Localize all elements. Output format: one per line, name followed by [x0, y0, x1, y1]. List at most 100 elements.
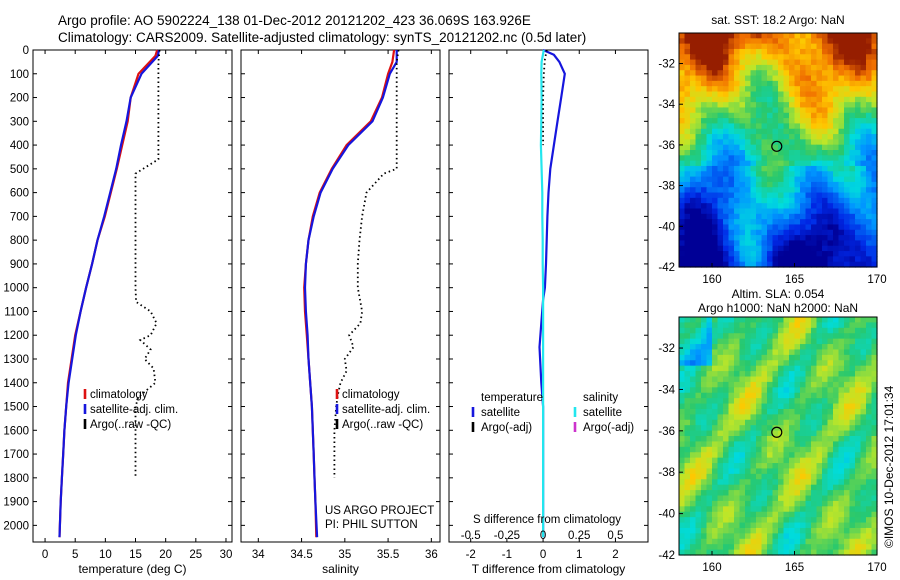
sla-map-argo-marker [771, 426, 783, 438]
sst-map-frame [678, 32, 878, 268]
difference-s-tick-label: -0.5 [461, 530, 481, 542]
difference-xtick-label: 1 [576, 549, 582, 561]
salinity-legend-label: Argo(..raw -QC) [342, 419, 423, 431]
temperature-ytick-label: 1400 [3, 378, 29, 390]
sst-map-ytick-label: -38 [658, 181, 675, 193]
sst-map-title: sat. SST: 18.2 Argo: NaN [711, 13, 844, 27]
temperature-ytick-label: 900 [10, 259, 29, 271]
panel-temperature: 0 5 10 15 20 25 300100200300400500600700800900… [3, 45, 233, 576]
temperature-series-2 [134, 49, 161, 478]
sla-map-ytick-label: -34 [658, 384, 675, 396]
difference-legend-label: Argo(-adj) [583, 422, 634, 434]
salinity-xtick-label: 35 [338, 549, 351, 561]
temperature-xlabel: temperature (deg C) [78, 562, 186, 576]
temperature-ytick-label: 1100 [4, 306, 29, 318]
sla-map-title-line1: Altim. SLA: 0.054 [732, 287, 825, 301]
sla-map-ytick-label: -38 [658, 467, 675, 479]
difference-xtick-label: -1 [502, 549, 512, 561]
temperature-ytick-label: 800 [10, 235, 29, 247]
difference-xtick-label: 0 [540, 549, 546, 561]
temperature-ytick-label: 400 [10, 140, 29, 152]
sst-map-ytick-label: -40 [658, 221, 675, 233]
salinity-legend-label: satellite-adj. clim. [342, 404, 430, 416]
difference-legend-label: satellite [583, 407, 622, 419]
difference-legend-label: satellite [481, 407, 520, 419]
salinity-series-2 [333, 49, 400, 478]
salinity-annotation: PI: PHIL SUTTON [325, 519, 418, 531]
difference-xtick-label: 2 [612, 549, 618, 561]
temperature-xtick-label: 25 [189, 549, 202, 561]
temperature-series-1 [58, 49, 161, 538]
difference-xlabel: T difference from climatology [472, 562, 626, 576]
temperature-ytick-label: 1800 [3, 473, 29, 485]
sst-map-xtick-label: 165 [785, 274, 804, 286]
salinity-xtick-label: 34 [252, 549, 265, 561]
map-sla-map: 160 165 170 -32 -34 -36 -38 -40 -42 Altim. SLA: 0… [658, 287, 886, 574]
panel-difference: -2 -1 0 1 2T difference from climatology temp… [448, 48, 649, 576]
salinity-xtick-label: 36 [425, 549, 438, 561]
temperature-xtick-label: 0 [42, 549, 48, 561]
difference-s-tick-label: 0 [540, 530, 546, 542]
difference-xtick-label: -2 [466, 549, 476, 561]
temperature-xtick-label: 5 [72, 549, 78, 561]
sla-map-heatmap-cells [679, 317, 878, 556]
difference-s-tick-label: 0.5 [607, 530, 623, 542]
temperature-legend-label: satellite-adj. clim. [90, 404, 178, 416]
difference-legend-sal-title: salinity [583, 392, 618, 404]
difference-legend-temp-title: temperature [481, 392, 543, 404]
sla-map-frame [678, 316, 878, 556]
salinity-xtick-label: 34.5 [290, 549, 312, 561]
temperature-ytick-label: 1600 [3, 425, 29, 437]
temperature-xtick-label: 20 [159, 549, 172, 561]
salinity-xtick-label: 35.5 [377, 549, 399, 561]
figure-title-line2: Climatology: CARS2009. Satellite-adjuste… [58, 30, 587, 45]
sst-map-ytick-label: -36 [658, 140, 675, 152]
sla-map-title-line2: Argo h1000: NaN h2000: NaN [698, 301, 858, 315]
temperature-legend-label: Argo(..raw -QC) [90, 419, 171, 431]
difference-frame [448, 49, 649, 543]
sla-map-ytick-label: -36 [658, 426, 675, 438]
temperature-ytick-label: 1300 [3, 354, 29, 366]
temperature-xtick-label: 30 [220, 549, 233, 561]
temperature-xtick-label: 15 [129, 549, 142, 561]
temperature-ytick-label: 2000 [3, 520, 29, 532]
sla-map-xtick-label: 170 [867, 562, 886, 574]
temperature-frame [32, 49, 233, 543]
difference-s-tick-label: 0.25 [568, 530, 590, 542]
temperature-ytick-label: 1700 [3, 449, 29, 461]
sst-map-ytick-label: -42 [658, 262, 675, 274]
salinity-series-1 [303, 50, 398, 538]
sla-map-ytick-label: -32 [658, 343, 675, 355]
imos-timestamp: ©IMOS 10-Dec-2012 17:01:34 [882, 385, 896, 548]
figure-title-line1: Argo profile: AO 5902224_138 01-Dec-2012… [58, 13, 531, 28]
sst-map-ytick-label: -34 [658, 99, 675, 111]
sst-map-xtick-label: 160 [702, 274, 721, 286]
temperature-ytick-label: 1000 [3, 283, 29, 295]
sst-map-heatmap-cells [679, 33, 878, 268]
salinity-frame [240, 49, 441, 543]
temperature-ytick-label: 1500 [3, 402, 29, 414]
sst-map-ytick-label: -32 [658, 59, 675, 71]
sst-map-argo-marker [771, 140, 783, 152]
sla-map-xtick-label: 160 [702, 562, 721, 574]
sla-map-ytick-label: -42 [658, 550, 675, 562]
sla-map-ytick-label: -40 [658, 509, 675, 521]
panel-salinity: 34 34.5 35 35.5 36 salinity climatology satelli… [240, 49, 441, 576]
temperature-ytick-label: 300 [10, 116, 29, 128]
sst-map-xtick-label: 170 [867, 274, 886, 286]
temperature-ytick-label: 200 [10, 93, 29, 105]
temperature-ytick-label: 700 [10, 211, 29, 223]
difference-series-1 [539, 49, 545, 538]
difference-top-label: S difference from climatology [473, 514, 621, 526]
temperature-xtick-label: 10 [99, 549, 112, 561]
temperature-ytick-label: 100 [10, 69, 29, 81]
salinity-xlabel: salinity [322, 562, 359, 576]
temperature-ytick-label: 1200 [3, 330, 29, 342]
salinity-legend-label: climatology [342, 389, 400, 401]
temperature-ytick-label: 500 [10, 164, 29, 176]
sla-map-xtick-label: 165 [785, 562, 804, 574]
temperature-legend-label: climatology [90, 389, 148, 401]
temperature-ytick-label: 600 [10, 188, 29, 200]
